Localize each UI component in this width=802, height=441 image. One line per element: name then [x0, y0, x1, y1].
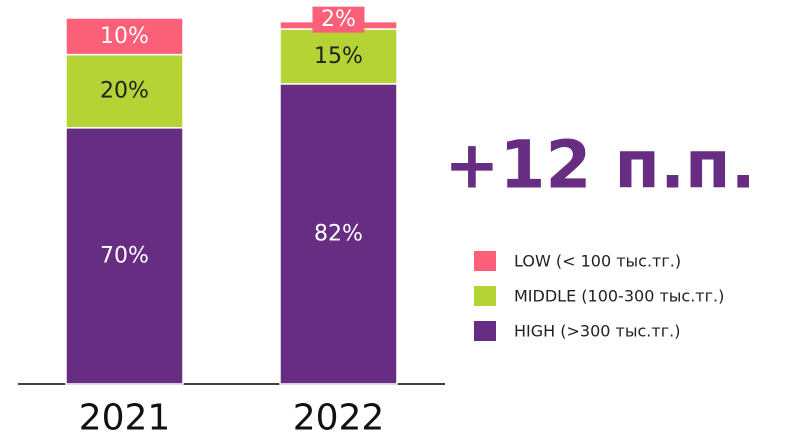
data-label: 20%: [100, 79, 149, 104]
bar-segment: [65, 53, 184, 129]
legend-label: HIGH (>300 тыс.тг.): [514, 322, 680, 341]
legend-swatch: [474, 251, 496, 271]
data-label: 10%: [100, 24, 149, 49]
label-box: [312, 6, 365, 33]
bar-segment: [279, 28, 398, 85]
data-label: 70%: [100, 243, 149, 268]
legend-swatch: [474, 286, 496, 306]
legend-label: MIDDLE (100-300 тыс.тг.): [514, 287, 724, 306]
x-tick-label: 2021: [79, 398, 171, 439]
x-tick-label: 2022: [293, 398, 385, 439]
annotation: +12 п.п.: [444, 127, 755, 204]
data-label: 82%: [314, 221, 363, 246]
legend-swatch: [474, 321, 496, 341]
data-label: 15%: [314, 44, 363, 69]
bar-segment: [279, 83, 398, 385]
legend-label: LOW (< 100 тыс.тг.): [514, 252, 681, 271]
data-label: 2%: [321, 7, 356, 32]
bar-segment: [65, 17, 184, 56]
bar-segment: [65, 127, 184, 385]
